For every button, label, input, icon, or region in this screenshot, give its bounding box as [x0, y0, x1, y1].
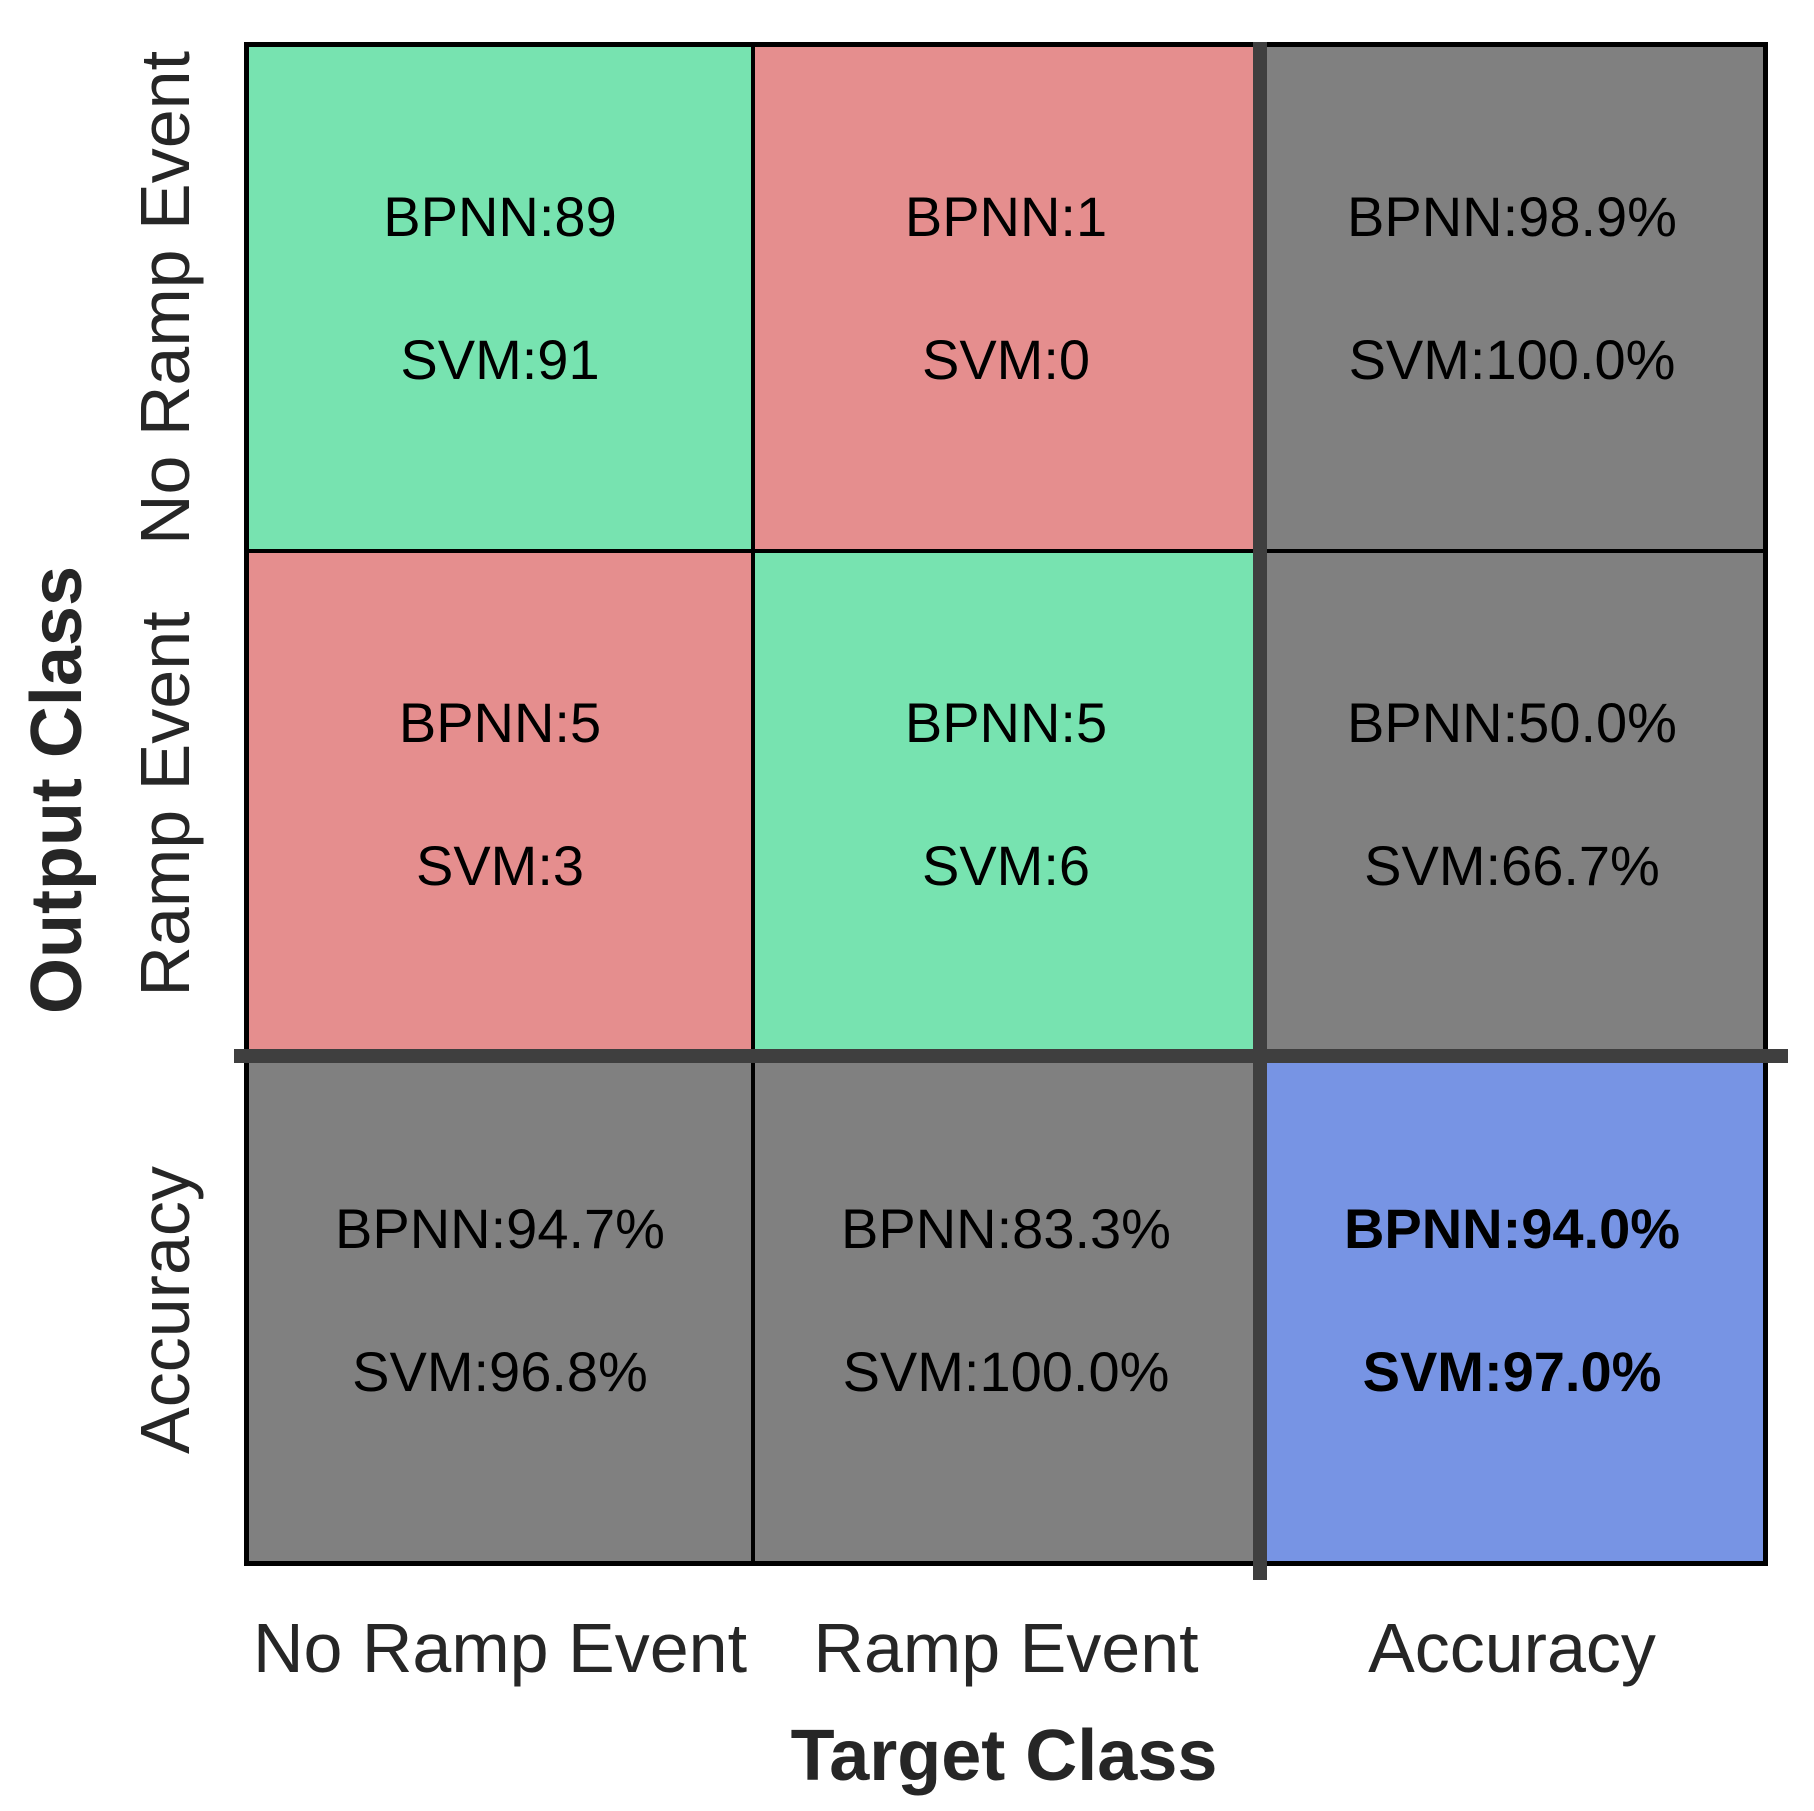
bpnn-value: BPNN:5: [398, 690, 602, 754]
bpnn-value: BPNN:50.0%: [1347, 690, 1677, 754]
y-axis-label: Output Class: [17, 565, 97, 1015]
svm-value: SVM:100.0%: [1348, 327, 1676, 391]
matrix-cell-r0c2: BPNN:98.9% SVM:100.0%: [1261, 47, 1763, 549]
bpnn-value: BPNN:94.7%: [335, 1196, 665, 1260]
x-tick-no-ramp-event: No Ramp Event: [252, 1609, 748, 1687]
matrix-cell-r1c1: BPNN:5 SVM:6: [755, 553, 1257, 1055]
bpnn-value: BPNN:98.9%: [1347, 184, 1677, 248]
matrix-cell-r2c0: BPNN:94.7% SVM:96.8%: [249, 1059, 751, 1561]
bpnn-value: BPNN:94.0%: [1343, 1196, 1681, 1260]
accuracy-column-separator: [1253, 42, 1267, 1580]
matrix-cell-r2c1: BPNN:83.3% SVM:100.0%: [755, 1059, 1257, 1561]
bpnn-value: BPNN:83.3%: [841, 1196, 1171, 1260]
accuracy-row-separator: [234, 1049, 1788, 1063]
matrix-cell-r1c2: BPNN:50.0% SVM:66.7%: [1261, 553, 1763, 1055]
y-tick-accuracy: Accuracy: [126, 1166, 204, 1454]
matrix-cell-r0c1: BPNN:1 SVM:0: [755, 47, 1257, 549]
svm-value: SVM:3: [415, 833, 585, 897]
confusion-matrix-grid: BPNN:89 SVM:91 BPNN:1 SVM:0 BPNN:98.9% S…: [234, 42, 1788, 1580]
svm-value: SVM:91: [400, 327, 600, 391]
bpnn-value: BPNN:1: [904, 184, 1108, 248]
svm-value: SVM:66.7%: [1364, 833, 1660, 897]
svm-value: SVM:100.0%: [842, 1339, 1170, 1403]
matrix-cell-r0c0: BPNN:89 SVM:91: [249, 47, 751, 549]
y-tick-ramp-event: Ramp Event: [126, 611, 204, 997]
x-axis-label: Target Class: [790, 1716, 1218, 1796]
y-tick-no-ramp-event: No Ramp Event: [126, 50, 204, 546]
matrix-cell-r2c2-overall: BPNN:94.0% SVM:97.0%: [1261, 1059, 1763, 1561]
svm-value: SVM:6: [921, 833, 1091, 897]
x-tick-ramp-event: Ramp Event: [813, 1609, 1199, 1687]
matrix-cell-r1c0: BPNN:5 SVM:3: [249, 553, 751, 1055]
x-tick-accuracy: Accuracy: [1368, 1609, 1656, 1687]
svm-value: SVM:96.8%: [352, 1339, 648, 1403]
bpnn-value: BPNN:5: [904, 690, 1108, 754]
svm-value: SVM:97.0%: [1362, 1339, 1662, 1403]
svm-value: SVM:0: [921, 327, 1091, 391]
bpnn-value: BPNN:89: [383, 184, 617, 248]
